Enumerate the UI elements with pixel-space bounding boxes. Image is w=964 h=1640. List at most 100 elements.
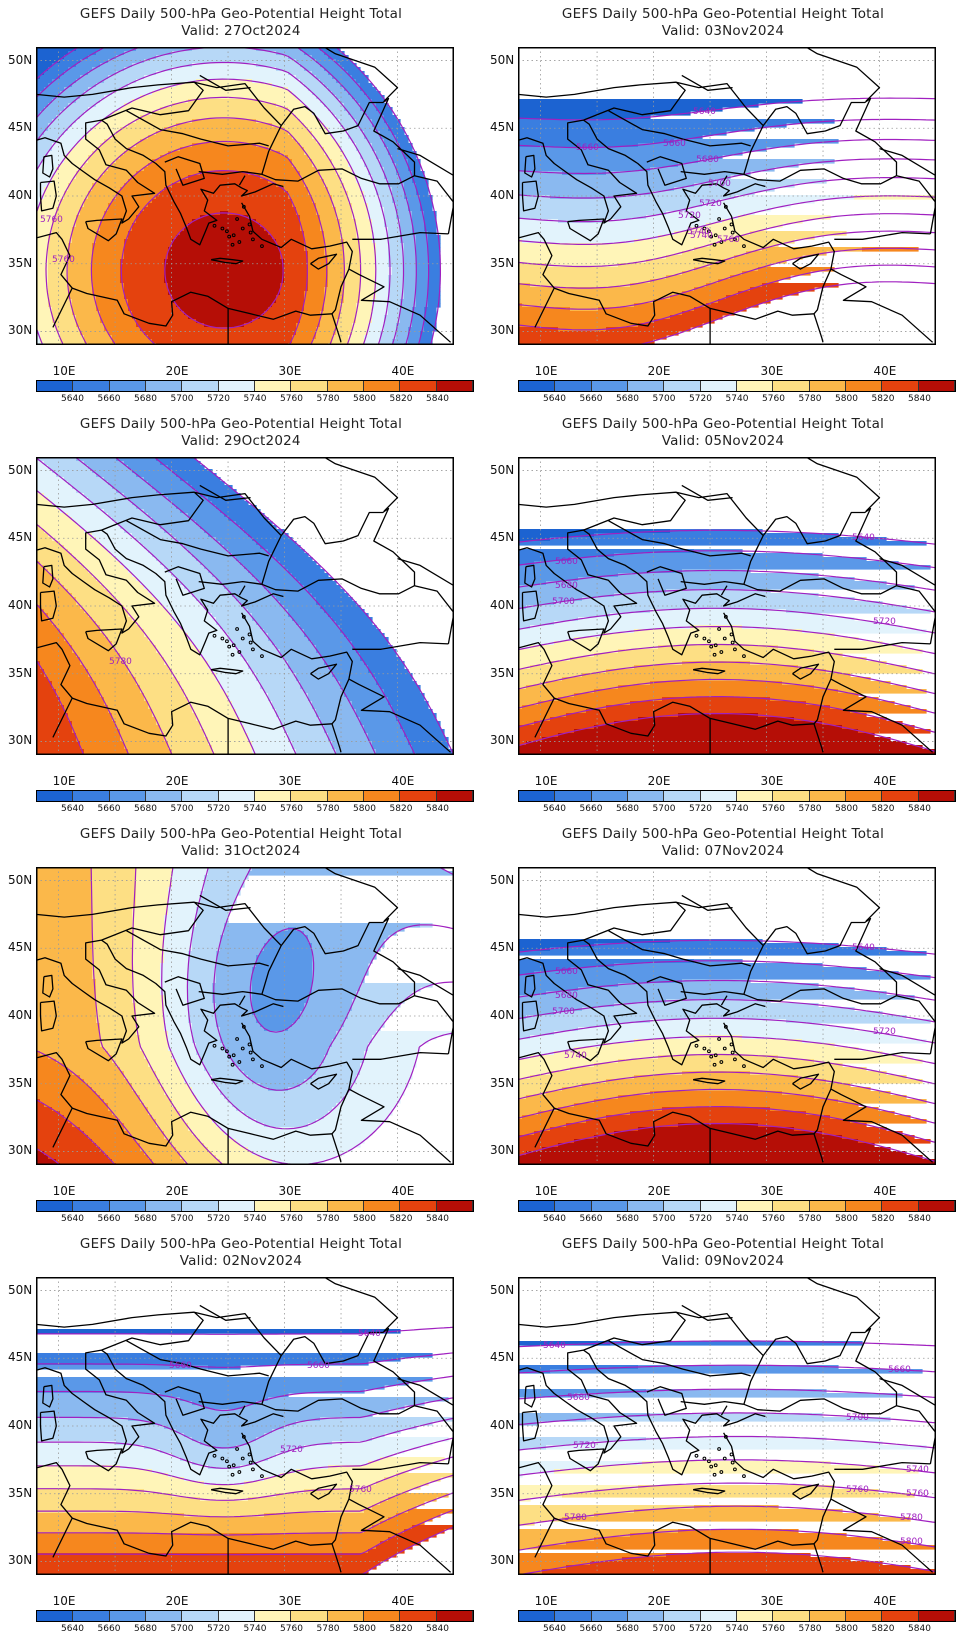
colorbar-label: 5720 (689, 394, 712, 404)
colorbar-label: 5660 (97, 804, 121, 814)
colorbar-label: 5640 (543, 394, 566, 404)
colorbar-swatch (519, 1611, 556, 1621)
coastline-path (397, 147, 454, 177)
colorbar-swatch (37, 791, 74, 801)
island-mark (240, 1456, 245, 1461)
panel-valid-date: Valid: 03Nov2024 (661, 23, 785, 39)
contour-label: 5760 (40, 215, 63, 225)
coastline-path (198, 990, 262, 995)
contour-line (518, 712, 936, 753)
colorbar-swatch (664, 1201, 701, 1211)
coastline-path (518, 1461, 815, 1557)
contour-line (518, 1036, 936, 1065)
colorbar-label: 5840 (426, 804, 449, 814)
island-mark (723, 1434, 728, 1439)
contour-label: 5720 (280, 1445, 303, 1455)
island-mark (237, 1470, 242, 1474)
contour-line (518, 1053, 936, 1085)
coastline-path (198, 170, 262, 175)
colorbar-swatch (145, 791, 183, 801)
panel-valid-date: Valid: 29Oct2024 (181, 433, 301, 449)
colorbar-swatch (327, 1611, 364, 1621)
contour-line (518, 1412, 936, 1426)
coastline-path (879, 967, 936, 997)
longitude-label: 30E (278, 774, 302, 788)
contour-line (36, 1397, 454, 1449)
coastline-path (681, 74, 733, 91)
island-mark (237, 240, 242, 244)
panel-title: GEFS Daily 500-hPa Geo-Potential Height … (561, 826, 885, 842)
coastline-path (583, 81, 764, 127)
colorbar-label: 5700 (652, 1214, 676, 1224)
colorbar-swatch (736, 1201, 774, 1211)
coastline-path (518, 119, 638, 224)
contour-label: 5640 (358, 1329, 381, 1339)
coastline-path (608, 930, 751, 967)
contour-line (36, 47, 430, 345)
latitude-label: 50N (490, 462, 515, 477)
coastline-path (397, 967, 454, 997)
latitude-label: 45N (8, 1350, 33, 1365)
island-mark (248, 1460, 253, 1465)
longitude-label: 10E (52, 1184, 76, 1198)
map-panel: GEFS Daily 500-hPa Geo-Potential Height … (482, 820, 964, 1230)
longitude-label: 40E (391, 774, 415, 788)
colorbar-label: 5700 (170, 1624, 194, 1634)
coastline-path (723, 1432, 835, 1545)
graticule (518, 47, 936, 345)
colorbar-label: 5800 (353, 1214, 376, 1224)
colorbar-swatch (145, 381, 183, 391)
colorbar-swatch (254, 1201, 292, 1211)
colorbar-swatch (109, 791, 146, 801)
island-mark (722, 636, 727, 641)
island-mark (251, 647, 255, 652)
island-mark (729, 1042, 734, 1047)
latitude-label: 50N (8, 462, 33, 477)
latitude-label: 50N (8, 872, 33, 887)
colorbar-label: 5660 (97, 1214, 121, 1224)
height-map: 5640 5660 5680 5700 5720 (518, 457, 936, 755)
contour-label: 5680 (555, 581, 578, 591)
height-map (36, 867, 454, 1165)
latitude-label: 45N (490, 940, 515, 955)
latitude-label: 30N (8, 733, 33, 748)
contour-line (518, 529, 936, 545)
panel-title: GEFS Daily 500-hPa Geo-Potential Height … (79, 6, 403, 22)
island-mark (251, 237, 255, 242)
contour-line (518, 1071, 936, 1105)
longitude-label: 10E (52, 1594, 76, 1608)
map-frame (36, 867, 454, 1165)
coastline-path (310, 663, 338, 680)
coastline-path (199, 1304, 251, 1321)
coastline-path (241, 612, 353, 725)
coastline-path (164, 566, 205, 596)
island-mark (717, 217, 721, 221)
coastline-path (331, 313, 342, 343)
coastline-path (241, 1432, 353, 1545)
coastline-path (126, 930, 269, 967)
coastline-path (36, 1349, 156, 1454)
colorbar-swatch (918, 381, 955, 391)
island-mark (712, 242, 717, 247)
colorbar-label: 5840 (908, 1624, 931, 1634)
coastline-path (261, 988, 415, 1005)
contour-line (359, 1526, 454, 1575)
panel-valid-date: Valid: 27Oct2024 (181, 23, 301, 39)
contour-labels: 5640 5660 5660 5720 5760 (169, 1329, 381, 1495)
longitude-label: 30E (760, 1184, 784, 1198)
coastline-path (52, 1107, 73, 1148)
colorbar (518, 1200, 956, 1212)
island-mark (702, 636, 707, 641)
colorbar-label: 5820 (389, 1624, 413, 1634)
colorbar-label: 5760 (280, 1624, 303, 1634)
coastline-path (101, 939, 284, 1066)
colorbar-swatch (37, 1611, 74, 1621)
coastline-path (524, 154, 536, 178)
latitude-label: 50N (8, 52, 33, 67)
colorbar-swatch (73, 1201, 110, 1211)
coastline-path (238, 1405, 246, 1416)
contour-label: 5720 (699, 199, 722, 209)
coastline-path (348, 268, 452, 343)
coastline-path (36, 1461, 333, 1557)
island-mark (248, 230, 253, 235)
